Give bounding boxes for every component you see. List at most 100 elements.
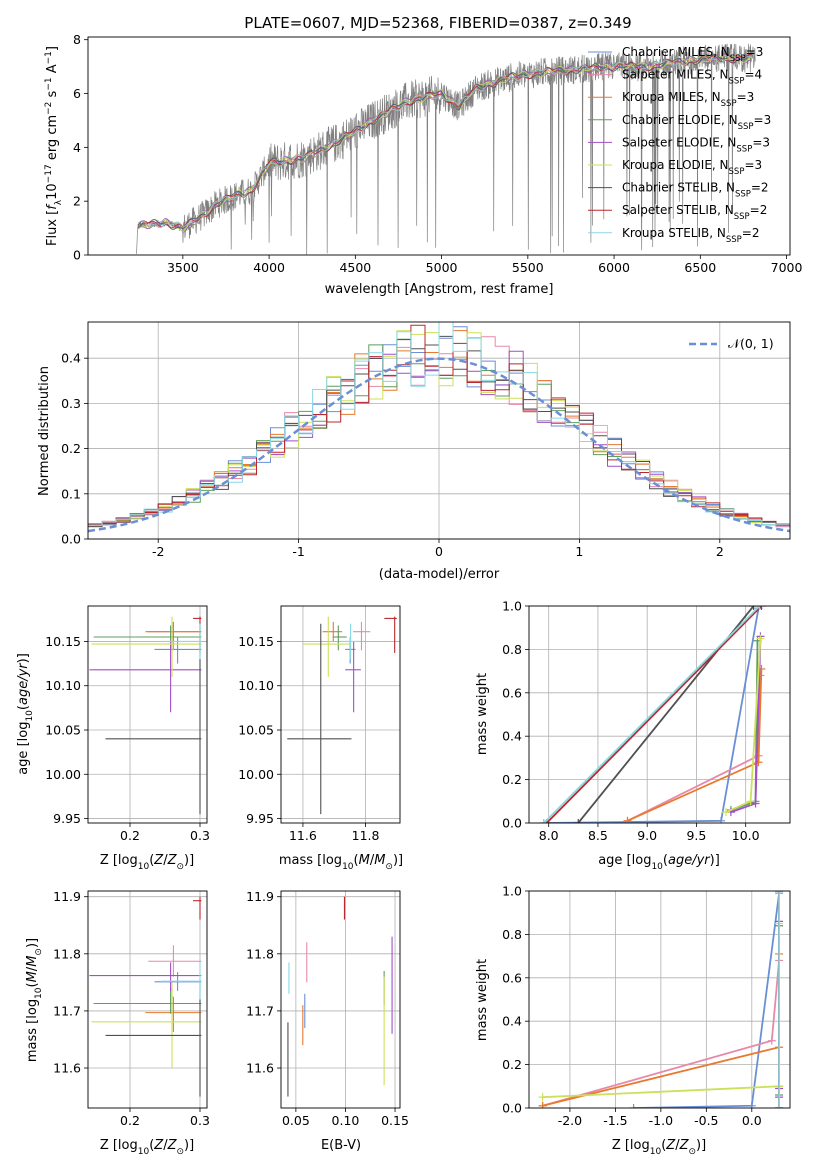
y-tick-label: 9.95 — [246, 811, 274, 826]
y-axis-label: mass weight — [475, 673, 490, 755]
y-tick-label: 0.0 — [61, 532, 81, 547]
x-tick-label: 11.8 — [352, 828, 380, 843]
model-line-kroupa_stelib — [137, 53, 752, 229]
x-axis-label: (data-model)/error — [379, 567, 500, 582]
y-tick-label: 0.8 — [502, 642, 522, 657]
plot-area — [135, 43, 756, 255]
y-axis-label: age [log10(age/yr)] — [16, 653, 35, 775]
weight-marker-chabrier_stelib — [574, 819, 583, 823]
legend-label-normal: 𝒩(0, 1) — [728, 336, 774, 351]
x-tick-label: 8.5 — [588, 828, 608, 843]
axes-residuals: -2 -1 0 1 2 0.0 0.1 0.2 0.3 0.4 (data-model)/error… — [37, 321, 791, 582]
x-tick-label: -2 — [152, 544, 164, 559]
weight-marker-chabrier_miles — [747, 1101, 756, 1108]
x-tick-label: 5000 — [426, 260, 458, 275]
y-tick-label: 11.9 — [246, 889, 274, 904]
plot-area — [89, 896, 202, 1097]
axes-frame — [280, 605, 401, 824]
axes-frame — [528, 890, 791, 1109]
y-tick-label: 10.15 — [45, 634, 81, 649]
x-tick-label: 0.10 — [332, 1113, 360, 1128]
x-tick-label: -2.0 — [558, 1113, 582, 1128]
plot-area — [539, 606, 766, 823]
y-axis-label: Flux [fλ10−17 erg cm−2 s−1 A−1] — [44, 46, 64, 246]
y-tick-label: 0.8 — [502, 927, 522, 942]
weight-marker-salpeter_elodie — [751, 799, 760, 808]
x-axis-label: E(B-V) — [321, 1138, 361, 1153]
x-tick-label: -0.5 — [694, 1113, 718, 1128]
plot-area — [88, 322, 790, 533]
weight-marker-kroupa_elodie — [538, 1093, 547, 1102]
x-axis-label: mass [log10(M/M⊙)] — [279, 853, 403, 872]
legend-label-chabrier_elodie: Chabrier ELODIE, NSSP=3 — [622, 113, 771, 132]
y-tick-label: 2 — [73, 194, 81, 209]
weight-line-salpeter_stelib — [546, 606, 763, 823]
y-axis-label: mass weight — [475, 959, 490, 1041]
model-line-salpeter_elodie — [137, 53, 752, 233]
y-tick-label: 0.2 — [61, 441, 81, 456]
x-tick-label: 4000 — [253, 260, 285, 275]
legend-label-kroupa_elodie: Kroupa ELODIE, NSSP=3 — [622, 158, 762, 177]
y-tick-label: 10.05 — [45, 723, 81, 738]
y-tick-label: 0.1 — [61, 486, 81, 501]
weight-marker-kroupa_stelib — [775, 891, 784, 895]
x-tick-label: 1 — [575, 544, 583, 559]
x-tick-label: 8.0 — [539, 828, 559, 843]
y-tick-label: 11.8 — [53, 946, 81, 961]
spectrum-title: PLATE=0607, MJD=52368, FIBERID=0387, z=0… — [244, 14, 631, 32]
weight-line-kroupa_stelib — [543, 606, 761, 823]
weight-marker-kroupa_elodie — [746, 797, 755, 806]
y-tick-label: 1.0 — [502, 599, 522, 614]
axes-frame — [87, 36, 791, 256]
y-tick-label: 10.00 — [45, 767, 81, 782]
legend-label-salpeter_elodie: Salpeter ELODIE, NSSP=3 — [622, 135, 770, 154]
y-tick-label: 11.7 — [53, 1003, 81, 1018]
weight-marker-salpeter_miles — [767, 1036, 776, 1045]
legend: Chabrier MILES, NSSP=3 Salpeter MILES, NS… — [588, 45, 771, 245]
weight-marker-chabrier_miles — [629, 1104, 638, 1108]
plot-area — [287, 896, 393, 1097]
x-tick-label: 0.3 — [190, 1113, 210, 1128]
x-axis-label: wavelength [Angstrom, rest frame] — [325, 282, 554, 297]
y-tick-label: 0.4 — [61, 351, 81, 366]
axes-spectrum: 3500 4000 4500 5000 5500 6000 6500 7000 0 2 4 6 8 wav… — [44, 32, 803, 297]
y-tick-label: 11.8 — [246, 946, 274, 961]
legend-label-salpeter_stelib: Salpeter STELIB, NSSP=2 — [622, 203, 767, 222]
axes-age-vs-Z: 0.2 0.3 9.95 10.00 10.05 10.10 10.15 Z [log10(Z… — [16, 605, 210, 872]
weight-line-chabrier_elodie — [730, 640, 759, 811]
y-tick-label: 0.4 — [502, 729, 522, 744]
x-tick-label: -1 — [292, 544, 304, 559]
weight-marker-salpeter_stelib — [757, 606, 766, 610]
x-tick-label: 5500 — [512, 260, 544, 275]
axes-massweight-vs-Z: -2.0 -1.5 -1.0 -0.5 0.0 0.0 0.2 0.4 0.6 0.8 1.0 Z [… — [475, 884, 791, 1157]
plot-area — [538, 891, 784, 1108]
weight-marker-chabrier_miles — [717, 816, 726, 823]
axes-age-vs-mass: 11.6 11.8 9.95 10.00 10.05 10.10 10.15 mass [lo… — [238, 605, 403, 872]
weight-marker-kroupa_stelib — [775, 1104, 784, 1108]
y-tick-label: 11.7 — [246, 1003, 274, 1018]
y-tick-label: 0.6 — [502, 685, 522, 700]
x-tick-label: 6500 — [684, 260, 716, 275]
legend-label-kroupa_stelib: Kroupa STELIB, NSSP=2 — [622, 226, 760, 245]
x-tick-label: 4500 — [339, 260, 371, 275]
y-tick-label: 0.4 — [502, 1014, 522, 1029]
y-tick-label: 1.0 — [502, 884, 522, 899]
y-tick-label: 10.05 — [238, 723, 274, 738]
x-tick-label: 0.2 — [120, 1113, 140, 1128]
y-tick-label: 8 — [73, 32, 81, 47]
y-tick-label: 0.6 — [502, 970, 522, 985]
y-tick-label: 11.6 — [53, 1061, 81, 1076]
y-tick-label: 0.0 — [502, 1101, 522, 1116]
axes-mass-vs-ebv: 0.05 0.10 0.15 11.6 11.7 11.8 11.9 E(B-V) — [246, 889, 409, 1153]
x-tick-label: 0.15 — [381, 1113, 409, 1128]
y-tick-label: 6 — [73, 86, 81, 101]
plot-area — [287, 616, 397, 815]
x-tick-label: -1.0 — [649, 1113, 673, 1128]
x-tick-label: 7000 — [771, 260, 803, 275]
legend-label-salpeter_miles: Salpeter MILES, NSSP=4 — [622, 68, 762, 87]
x-tick-label: 3500 — [167, 260, 199, 275]
y-tick-label: 0.3 — [61, 396, 81, 411]
plot-area — [89, 616, 202, 815]
x-axis-label: age [log10(age/yr)] — [598, 853, 720, 872]
